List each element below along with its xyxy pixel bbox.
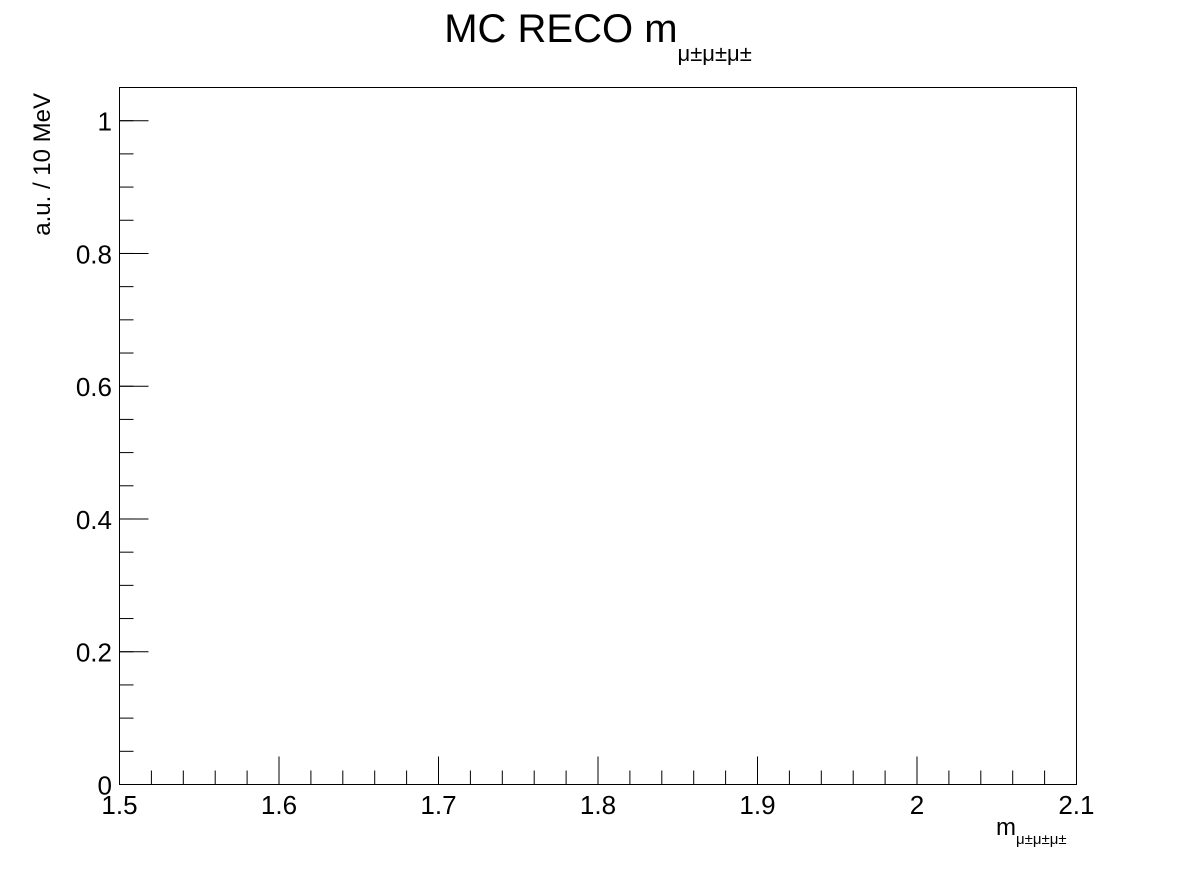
- x-tick-label: 1.6: [261, 790, 297, 820]
- x-tick-label: 1.7: [420, 790, 456, 820]
- chart-title-subscript: μ±μ±μ±: [678, 41, 752, 66]
- y-tick-label: 0.4: [76, 505, 112, 535]
- y-tick-label: 0.2: [76, 638, 112, 668]
- x-axis-label-main: m: [996, 814, 1016, 841]
- x-tick-label: 1.5: [101, 790, 137, 820]
- x-tick-label: 2.1: [1058, 790, 1094, 820]
- x-tick-label: 1.8: [580, 790, 616, 820]
- x-tick-label: 1.9: [739, 790, 775, 820]
- y-tick-label: 0.8: [76, 239, 112, 269]
- y-tick-label: 0: [98, 771, 112, 801]
- chart-title: MC RECO mμ±μ±μ±: [444, 7, 752, 66]
- plot-frame: [119, 87, 1077, 785]
- x-axis: 1.5 1.6 1.7 1.8 1.9 2 2.1: [101, 756, 1095, 820]
- chart-title-main: MC RECO m: [444, 7, 677, 51]
- y-axis-label: a.u. / 10 MeV: [29, 93, 56, 236]
- y-axis: 0 0.2 0.4 0.6 0.8 1: [76, 107, 149, 801]
- x-axis-label: mμ±μ±μ±: [996, 814, 1067, 848]
- y-tick-label: 0.6: [76, 372, 112, 402]
- x-tick-label: 2: [910, 790, 924, 820]
- x-axis-label-subscript: μ±μ±μ±: [1016, 831, 1067, 848]
- y-tick-label: 1: [98, 107, 112, 137]
